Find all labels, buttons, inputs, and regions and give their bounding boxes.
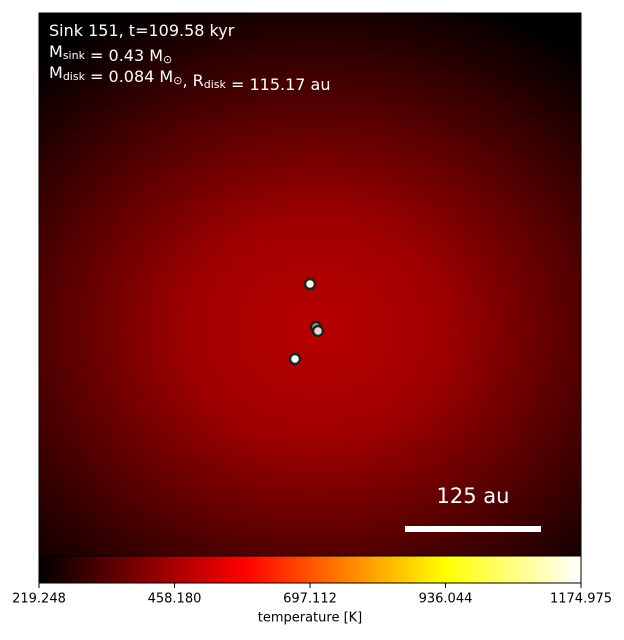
sink bbox=[311, 324, 325, 338]
tick-label: 219.248 bbox=[12, 592, 66, 607]
annotation-text: M bbox=[49, 63, 63, 82]
scalebar-label: 125 au bbox=[437, 484, 510, 508]
annotation-subscript: ⊙ bbox=[163, 53, 172, 66]
tick-label: 697.112 bbox=[283, 592, 337, 607]
colorbar bbox=[38, 555, 582, 584]
annotation-subscript: sink bbox=[63, 49, 86, 62]
annotation-text: , R bbox=[182, 71, 203, 90]
annotation: Sink 151, t=109.58 kyr bbox=[49, 21, 235, 40]
colorbar-label: temperature [K] bbox=[258, 611, 363, 626]
annotation-text: = 0.43 M bbox=[85, 46, 163, 65]
annotation-subscript: ⊙ bbox=[173, 74, 182, 87]
annotation-subscript: disk bbox=[63, 70, 86, 83]
colorbar-axis: 219.248 458.180 697.112 936.044 1174.975 bbox=[12, 583, 612, 607]
tick-label: 936.044 bbox=[419, 592, 473, 607]
annotation-subscript: disk bbox=[204, 78, 227, 91]
annotation-text: M bbox=[49, 42, 63, 61]
tick-label: 458.180 bbox=[148, 592, 202, 607]
annotation: Mdisk = 0.084 M⊙, Rdisk = 115.17 au bbox=[49, 63, 330, 94]
sink bbox=[288, 352, 302, 366]
tick-label: 1174.975 bbox=[550, 592, 612, 607]
annotation-text: Sink 151, t=109.58 kyr bbox=[49, 21, 235, 40]
annotation-text: = 115.17 au bbox=[226, 75, 331, 94]
annotation: Msink = 0.43 M⊙ bbox=[49, 42, 172, 67]
annotation-text: = 0.084 M bbox=[85, 67, 173, 86]
sink bbox=[303, 277, 317, 291]
sinks bbox=[288, 277, 325, 366]
